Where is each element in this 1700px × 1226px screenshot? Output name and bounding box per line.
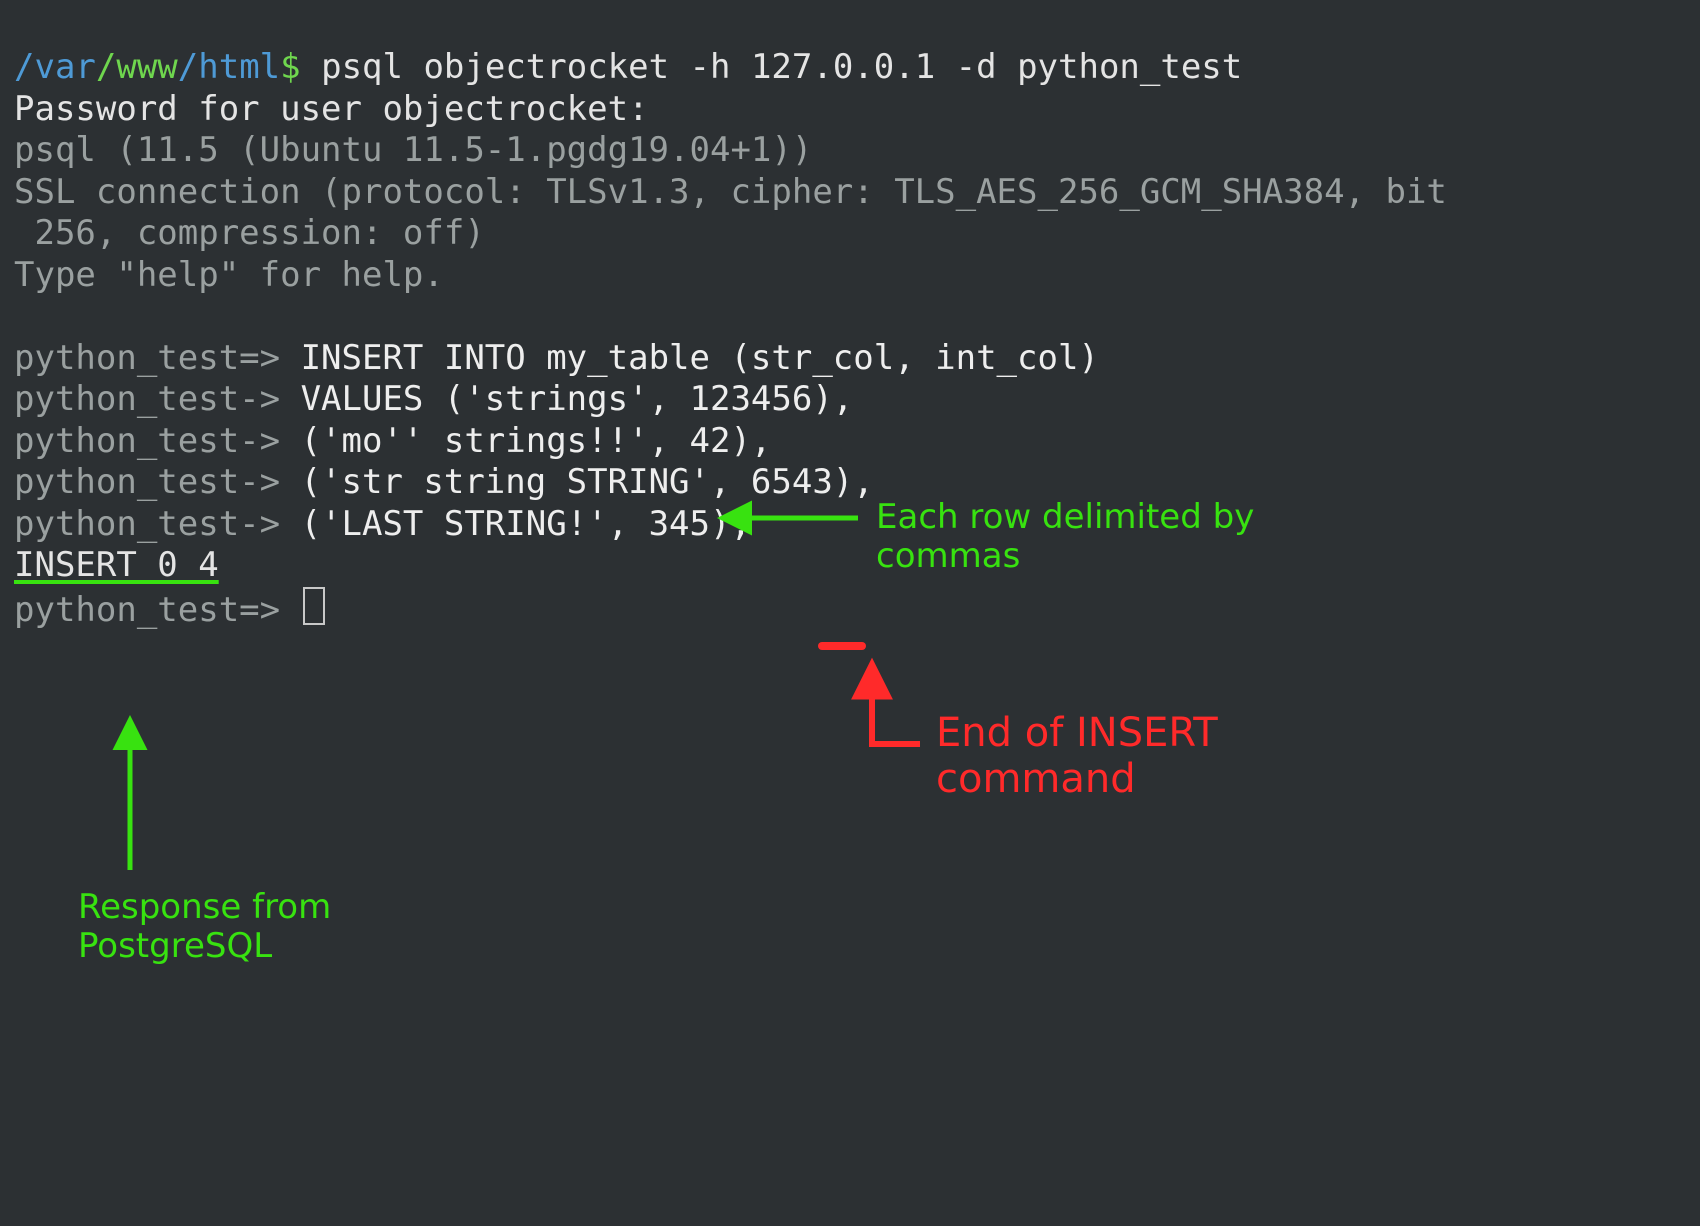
sql-line-4: python_test-> ('str string STRING', 6543… xyxy=(14,462,874,502)
help-line: Type "help" for help. xyxy=(14,255,444,295)
prompt-dollar: $ xyxy=(280,47,300,87)
terminal: /var/www/html$ psql objectrocket -h 127.… xyxy=(0,0,1700,643)
shell-command: psql objectrocket -h 127.0.0.1 -d python… xyxy=(301,47,1243,87)
sql-line-3: python_test-> ('mo'' strings!!', 42), xyxy=(14,421,771,461)
path-seg-www: /www xyxy=(96,47,178,87)
annotation-row-delim: Each row delimited by commas xyxy=(876,498,1254,576)
cursor-icon xyxy=(303,587,325,625)
path-seg-var: /var xyxy=(14,47,96,87)
psql-version: psql (11.5 (Ubuntu 11.5-1.pgdg19.04+1)) xyxy=(14,130,812,170)
annotation-response: Response from PostgreSQL xyxy=(78,888,331,966)
annotation-end-insert: End of INSERT command xyxy=(936,710,1218,802)
ssl-line-2: 256, compression: off) xyxy=(14,213,485,253)
ssl-line-1: SSL connection (protocol: TLSv1.3, ciphe… xyxy=(14,172,1447,212)
insert-response: INSERT 0 4 xyxy=(14,545,219,585)
arrow-end-insert xyxy=(872,666,920,744)
sql-line-1: python_test=> INSERT INTO my_table (str_… xyxy=(14,338,1099,378)
sql-line-2: python_test-> VALUES ('strings', 123456)… xyxy=(14,379,853,419)
path-seg-html: /html xyxy=(178,47,280,87)
password-prompt: Password for user objectrocket: xyxy=(14,89,649,129)
sql-line-5: python_test-> ('LAST STRING!', 345); xyxy=(14,504,751,544)
prompt-line[interactable]: /var/www/html$ psql objectrocket -h 127.… xyxy=(14,47,1242,87)
next-prompt[interactable]: python_test=> xyxy=(14,590,325,630)
